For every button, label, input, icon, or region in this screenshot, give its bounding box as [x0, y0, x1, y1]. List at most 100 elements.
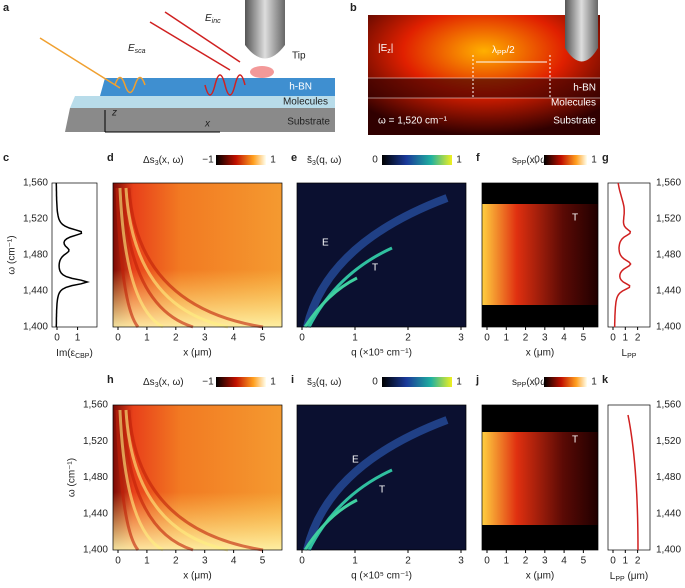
colorbar-min: 0	[534, 155, 540, 166]
label-main: |E	[378, 43, 388, 54]
panel-label: g	[602, 152, 609, 164]
plot-frame	[607, 404, 651, 551]
colorbar	[382, 377, 452, 387]
colorbar-title-main: s	[512, 155, 517, 166]
fringe	[127, 409, 264, 552]
fringe	[118, 187, 164, 329]
fringe	[124, 409, 229, 552]
y-tick-label: 1,440	[656, 286, 681, 297]
y-tick-label: 1,400	[23, 322, 48, 333]
x-tick-label: 3	[458, 556, 464, 567]
colorbar-title-tail: (x, ω)	[159, 377, 184, 388]
panel-label: k	[602, 374, 609, 386]
fringe	[118, 409, 164, 552]
colorbar-title-tail: (q, ω)	[316, 377, 342, 388]
colorbar-title-main: s	[512, 377, 517, 388]
colorbar-max: 1	[270, 155, 276, 166]
field-map-b	[368, 0, 600, 135]
x-axis-label: Im(εCBP)	[56, 348, 93, 360]
x-tick-label: 1	[352, 333, 358, 344]
mode-label: T	[572, 435, 578, 446]
y-axis-label: ω (cm⁻¹)	[67, 458, 78, 497]
x-tick-label: 1	[352, 556, 358, 567]
x-axis-label: q (×10⁵ cm⁻¹)	[351, 348, 412, 359]
panel-label: i	[291, 374, 294, 386]
panel-label: a	[3, 2, 10, 14]
colorbar-title-main: Δs	[143, 377, 155, 388]
x-tick-label: 0	[299, 333, 305, 344]
x-tick-label: 0	[115, 333, 121, 344]
plot-frame	[51, 182, 98, 328]
label: x	[204, 119, 211, 130]
x-axis-label-sub: PP	[627, 353, 637, 360]
panel-label: d	[107, 152, 114, 164]
x-tick-label: 2	[405, 556, 411, 567]
plot-frame	[481, 182, 599, 328]
y-tick-label: 1,440	[656, 508, 681, 519]
label: Tip	[292, 51, 306, 62]
y-tick-label: 1,440	[83, 508, 108, 519]
x-tick-label: 1	[503, 333, 509, 344]
colorbar	[382, 155, 452, 165]
colorbar	[544, 377, 587, 387]
label-tail: /2	[506, 45, 515, 56]
x-tick-label: 2	[523, 556, 529, 567]
colorbar-title: Δs3(x, ω)	[143, 155, 184, 167]
x-tick-label: 2	[173, 556, 179, 567]
fringe	[121, 409, 194, 552]
x-tick-label: 2	[173, 333, 179, 344]
x-tick-label: 3	[202, 333, 208, 344]
x-tick-label: 4	[231, 333, 237, 344]
mode-label: T	[372, 263, 378, 274]
lpp-curve	[627, 414, 639, 551]
label-sub: inc	[212, 18, 221, 25]
label-sub: z	[387, 48, 391, 55]
colorbar-title: s̃3(q, ω)	[307, 155, 342, 167]
label: h-BN	[573, 83, 596, 94]
x-axis-label: x (μm)	[526, 571, 555, 582]
plot-frame	[481, 404, 599, 551]
colorbar-title-tail: (x, ω)	[526, 377, 551, 388]
colorbar-title-sub: PP	[517, 160, 527, 167]
x-axis-label-tail: (μm)	[625, 571, 649, 582]
mode-label: T	[379, 485, 385, 496]
colorbar-max: 1	[456, 155, 462, 166]
label: Esca	[128, 43, 146, 55]
fringe	[121, 187, 194, 329]
mode-label: T	[572, 213, 578, 224]
y-tick-label: 1,560	[83, 400, 108, 411]
branch	[307, 468, 393, 551]
x-tick-label: 3	[202, 556, 208, 567]
masked	[482, 305, 598, 327]
colorbar-min: 0	[372, 155, 378, 166]
fringe	[127, 187, 264, 329]
x-tick-label: 3	[542, 333, 548, 344]
x-tick-label: 2	[523, 333, 529, 344]
masked	[482, 183, 598, 204]
masked	[482, 405, 598, 432]
x-tick-label: 4	[561, 556, 567, 567]
x-tick-label: 5	[260, 556, 266, 567]
fringe	[115, 409, 140, 551]
colorbar-title-tail: (x, ω)	[526, 155, 551, 166]
x-tick-label: 5	[581, 333, 587, 344]
x-axis-label-sub: CBP	[75, 353, 90, 360]
colorbar-title-sub: 3	[312, 160, 316, 167]
x-tick-label: 2	[635, 556, 641, 567]
colorbar-title-sub: 3	[312, 382, 316, 389]
colorbar-title-tail: (x, ω)	[159, 155, 184, 166]
label: Molecules	[551, 98, 596, 109]
label: Substrate	[287, 117, 330, 128]
x-tick-label: 3	[458, 333, 464, 344]
x-axis-label-sub: PP	[615, 576, 625, 583]
plot-frame	[112, 182, 283, 328]
branch	[303, 194, 449, 328]
label-main: E	[205, 13, 212, 24]
x-tick-label: 3	[542, 556, 548, 567]
label: z	[111, 108, 117, 119]
colorbar-title-sub: 3	[155, 382, 159, 389]
y-tick-label: 1,400	[656, 322, 681, 333]
x-tick-label: 0	[484, 333, 490, 344]
absorption-curve	[55, 183, 90, 327]
